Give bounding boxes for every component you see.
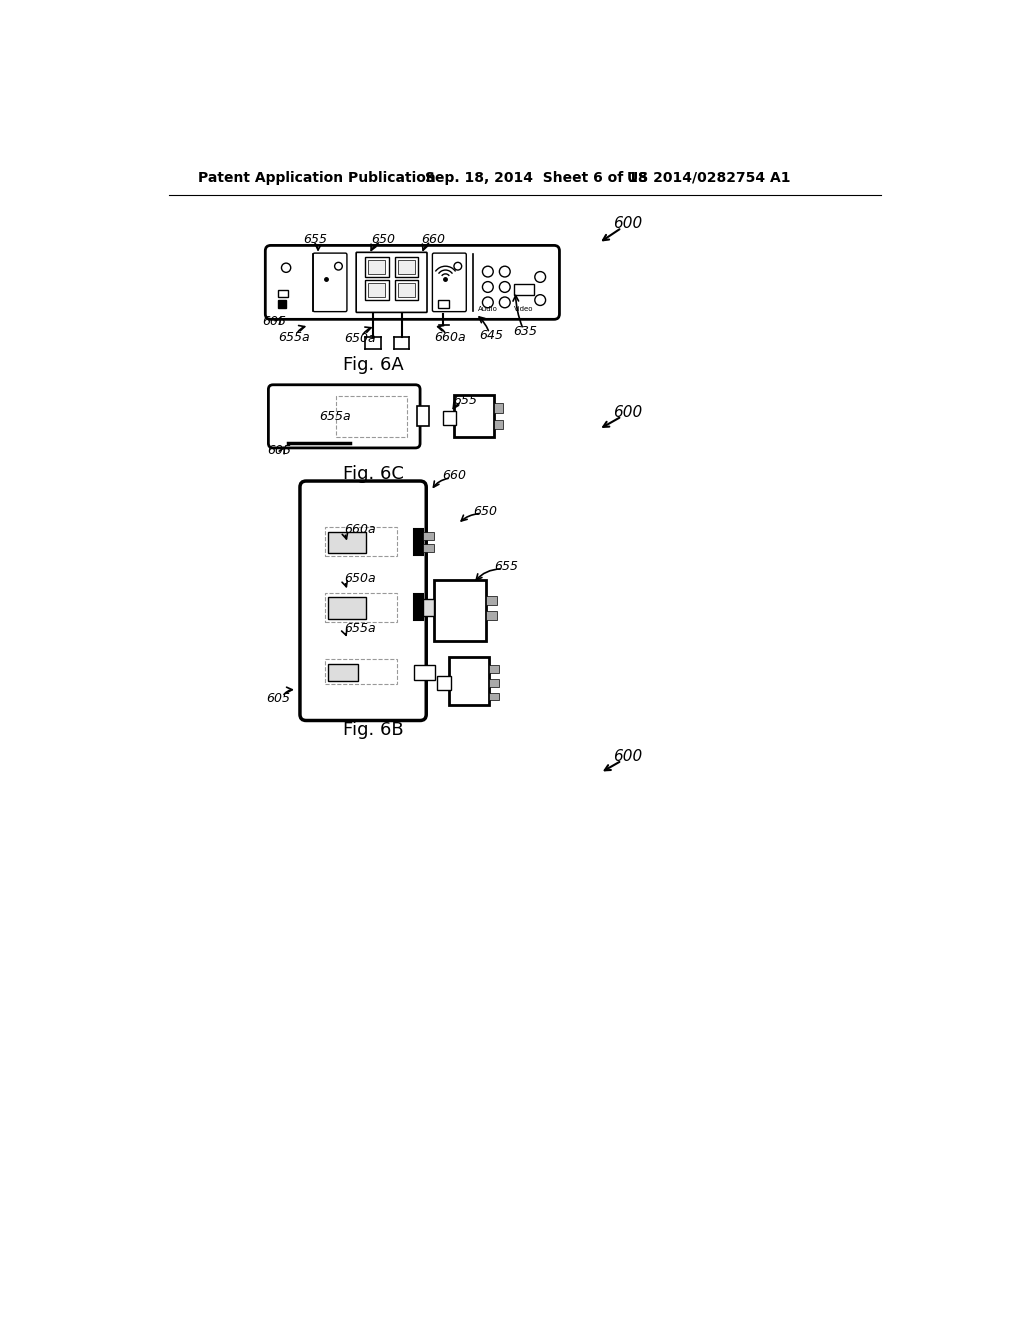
Bar: [328, 598, 367, 619]
Text: Sep. 18, 2014  Sheet 6 of 18: Sep. 18, 2014 Sheet 6 of 18: [425, 170, 648, 185]
Bar: [494, 420, 503, 429]
FancyBboxPatch shape: [313, 253, 347, 312]
Text: 605: 605: [267, 445, 291, 458]
Bar: [414, 665, 435, 681]
Bar: [489, 678, 499, 686]
Text: Fig. 6B: Fig. 6B: [343, 721, 403, 739]
Text: Audio: Audio: [478, 306, 498, 313]
Bar: [394, 257, 418, 277]
Bar: [328, 664, 358, 681]
Bar: [394, 280, 418, 300]
Bar: [414, 529, 423, 554]
Bar: [450, 657, 489, 705]
FancyBboxPatch shape: [268, 385, 420, 447]
Bar: [366, 280, 388, 300]
Text: 650a: 650a: [345, 572, 376, 585]
Bar: [443, 411, 456, 425]
Text: 655: 655: [303, 232, 328, 246]
Text: 605: 605: [262, 315, 287, 329]
Bar: [438, 300, 449, 308]
FancyBboxPatch shape: [356, 252, 427, 313]
Text: 660: 660: [421, 232, 445, 246]
Text: Fig. 6A: Fig. 6A: [343, 356, 403, 374]
Text: 655a: 655a: [318, 409, 350, 422]
Text: 655: 655: [454, 393, 477, 407]
Text: Patent Application Publication: Patent Application Publication: [198, 170, 435, 185]
Bar: [454, 395, 494, 437]
Bar: [279, 300, 286, 308]
Bar: [494, 404, 503, 412]
FancyBboxPatch shape: [432, 253, 466, 312]
Bar: [514, 284, 535, 294]
Bar: [434, 579, 486, 642]
Bar: [326, 659, 397, 684]
Text: 605: 605: [266, 693, 291, 705]
Bar: [486, 611, 497, 620]
Text: 660a: 660a: [345, 523, 376, 536]
Text: 600: 600: [612, 405, 642, 420]
Bar: [397, 260, 415, 275]
Text: US 2014/0282754 A1: US 2014/0282754 A1: [628, 170, 791, 185]
Bar: [423, 544, 434, 552]
Bar: [489, 665, 499, 673]
FancyBboxPatch shape: [265, 246, 559, 319]
Bar: [369, 284, 385, 297]
Text: 650: 650: [473, 504, 497, 517]
Text: 600: 600: [612, 216, 642, 231]
Bar: [414, 594, 423, 620]
Text: 650a: 650a: [344, 333, 376, 345]
Bar: [318, 300, 330, 308]
FancyBboxPatch shape: [300, 480, 426, 721]
Text: 650: 650: [371, 232, 395, 246]
Bar: [328, 532, 367, 553]
Bar: [279, 290, 288, 297]
Text: 635: 635: [513, 325, 537, 338]
Text: 660: 660: [442, 469, 466, 482]
Bar: [437, 676, 451, 689]
Bar: [326, 527, 397, 557]
Bar: [486, 595, 497, 605]
Text: 600: 600: [612, 750, 642, 764]
Text: 655: 655: [495, 560, 518, 573]
Text: Fig. 6C: Fig. 6C: [343, 465, 403, 483]
Bar: [336, 396, 407, 437]
Bar: [489, 693, 499, 701]
Bar: [397, 284, 415, 297]
Bar: [366, 257, 388, 277]
Text: 645: 645: [479, 329, 503, 342]
Text: 655a: 655a: [345, 622, 376, 635]
Bar: [369, 260, 385, 275]
Bar: [423, 532, 434, 540]
Text: 655a: 655a: [278, 330, 309, 343]
Text: Video: Video: [513, 306, 534, 313]
Bar: [417, 407, 429, 426]
Bar: [326, 593, 397, 622]
Bar: [423, 599, 434, 615]
Text: 660a: 660a: [434, 330, 466, 343]
